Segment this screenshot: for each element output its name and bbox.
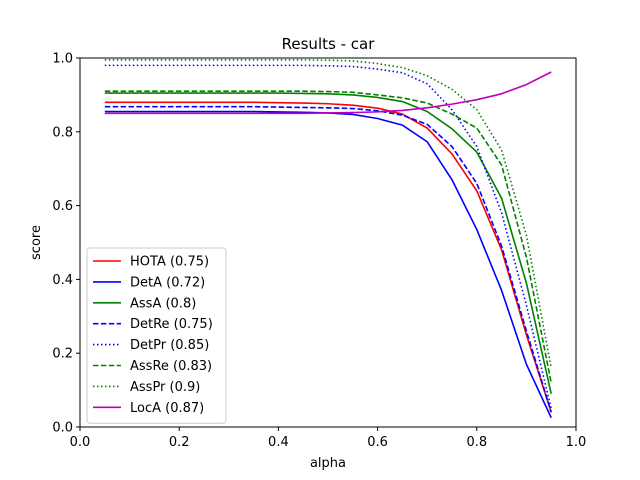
axes-frame: [79, 57, 577, 428]
x-tick-label: 0.4: [268, 435, 289, 450]
x-tick-label: 0.8: [466, 435, 487, 450]
series-line-4: [104, 64, 552, 409]
legend-box: [86, 247, 227, 424]
legend: HOTA (0.75) DetA (0.72) AssA (0.8) DetRe (0…: [86, 247, 227, 424]
legend-entry: DetRe (0.75): [130, 317, 213, 332]
x-tick-label: 0.2: [169, 435, 190, 450]
legend-entry: DetPr (0.85): [130, 338, 209, 353]
x-tick-label: 0.6: [367, 435, 388, 450]
series-line-6: [104, 59, 552, 369]
legend-entry: DetA (0.72): [130, 275, 205, 290]
y-tick-label: 0.6: [52, 199, 73, 214]
legend-entry: AssRe (0.83): [130, 359, 212, 374]
x-axis-label: alpha: [310, 456, 346, 471]
series-line-7: [104, 71, 552, 115]
y-axis-label: score: [29, 225, 44, 260]
series-line-0: [104, 101, 552, 413]
plot-area: [104, 59, 552, 419]
y-tick-label: 0.0: [52, 421, 73, 436]
legend-entry: AssA (0.8): [130, 296, 196, 311]
y-tick-label: 0.4: [52, 273, 73, 288]
series-line-5: [104, 90, 552, 383]
legend-entry: LocA (0.87): [130, 401, 204, 416]
legend-entry: AssPr (0.9): [130, 380, 200, 395]
x-tick-label: 0.0: [70, 435, 91, 450]
series-line-3: [104, 105, 552, 413]
x-tick-label: 1.0: [566, 435, 587, 450]
chart-title: Results - car: [282, 35, 376, 53]
legend-entry: HOTA (0.75): [130, 255, 209, 270]
y-tick-label: 0.2: [52, 347, 73, 362]
y-tick-label: 0.8: [52, 125, 73, 140]
y-tick-label: 1.0: [52, 52, 73, 67]
axis-ticks: 0.0 0.2 0.4 0.6 0.8 1.0 0.0 0.2 0.4 0.6 0.8 1.0: [52, 52, 586, 451]
series-line-2: [104, 92, 552, 394]
